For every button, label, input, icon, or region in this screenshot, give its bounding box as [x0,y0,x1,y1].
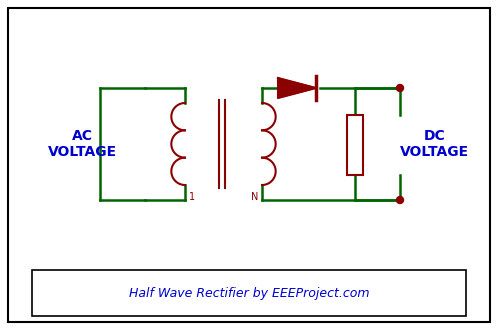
Text: N: N [250,192,258,202]
Text: DC
VOLTAGE: DC VOLTAGE [400,129,470,159]
Bar [347,115,363,175]
Circle shape [396,84,403,91]
Text: Half Wave Rectifier by EEEProject.com: Half Wave Rectifier by EEEProject.com [129,286,369,300]
Bar [32,270,466,316]
Circle shape [396,196,403,204]
Text: AC
VOLTAGE: AC VOLTAGE [47,129,117,159]
Polygon shape [278,78,316,98]
Text: 1: 1 [189,192,195,202]
